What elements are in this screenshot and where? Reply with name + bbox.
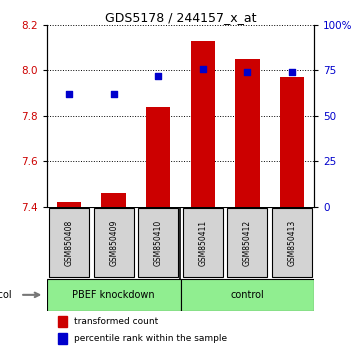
FancyBboxPatch shape: [180, 279, 314, 311]
Text: PBEF knockdown: PBEF knockdown: [73, 290, 155, 300]
FancyBboxPatch shape: [93, 209, 134, 277]
Text: GSM850412: GSM850412: [243, 220, 252, 266]
Point: [66, 91, 72, 97]
Bar: [279, 77, 304, 207]
Text: control: control: [230, 290, 264, 300]
FancyBboxPatch shape: [47, 279, 180, 311]
Bar: [101, 193, 126, 207]
Bar: [235, 59, 260, 207]
Bar: [146, 107, 170, 207]
Point: [244, 69, 250, 75]
Bar: [58, 316, 67, 327]
Bar: [57, 202, 82, 207]
Point: [111, 91, 117, 97]
Text: transformed count: transformed count: [74, 317, 158, 326]
Point: [155, 73, 161, 79]
FancyBboxPatch shape: [227, 209, 267, 277]
Text: GSM850408: GSM850408: [65, 220, 74, 266]
Bar: [191, 41, 215, 207]
Title: GDS5178 / 244157_x_at: GDS5178 / 244157_x_at: [105, 11, 256, 24]
FancyBboxPatch shape: [138, 209, 178, 277]
FancyBboxPatch shape: [272, 209, 312, 277]
Text: GSM850409: GSM850409: [109, 219, 118, 266]
Text: GSM850413: GSM850413: [287, 220, 296, 266]
Point: [200, 66, 206, 72]
Point: [289, 69, 295, 75]
Text: percentile rank within the sample: percentile rank within the sample: [74, 334, 227, 343]
FancyBboxPatch shape: [49, 209, 89, 277]
FancyBboxPatch shape: [183, 209, 223, 277]
Text: protocol: protocol: [0, 290, 12, 300]
Bar: [58, 333, 67, 344]
Text: GSM850410: GSM850410: [154, 220, 163, 266]
Text: GSM850411: GSM850411: [198, 220, 207, 266]
